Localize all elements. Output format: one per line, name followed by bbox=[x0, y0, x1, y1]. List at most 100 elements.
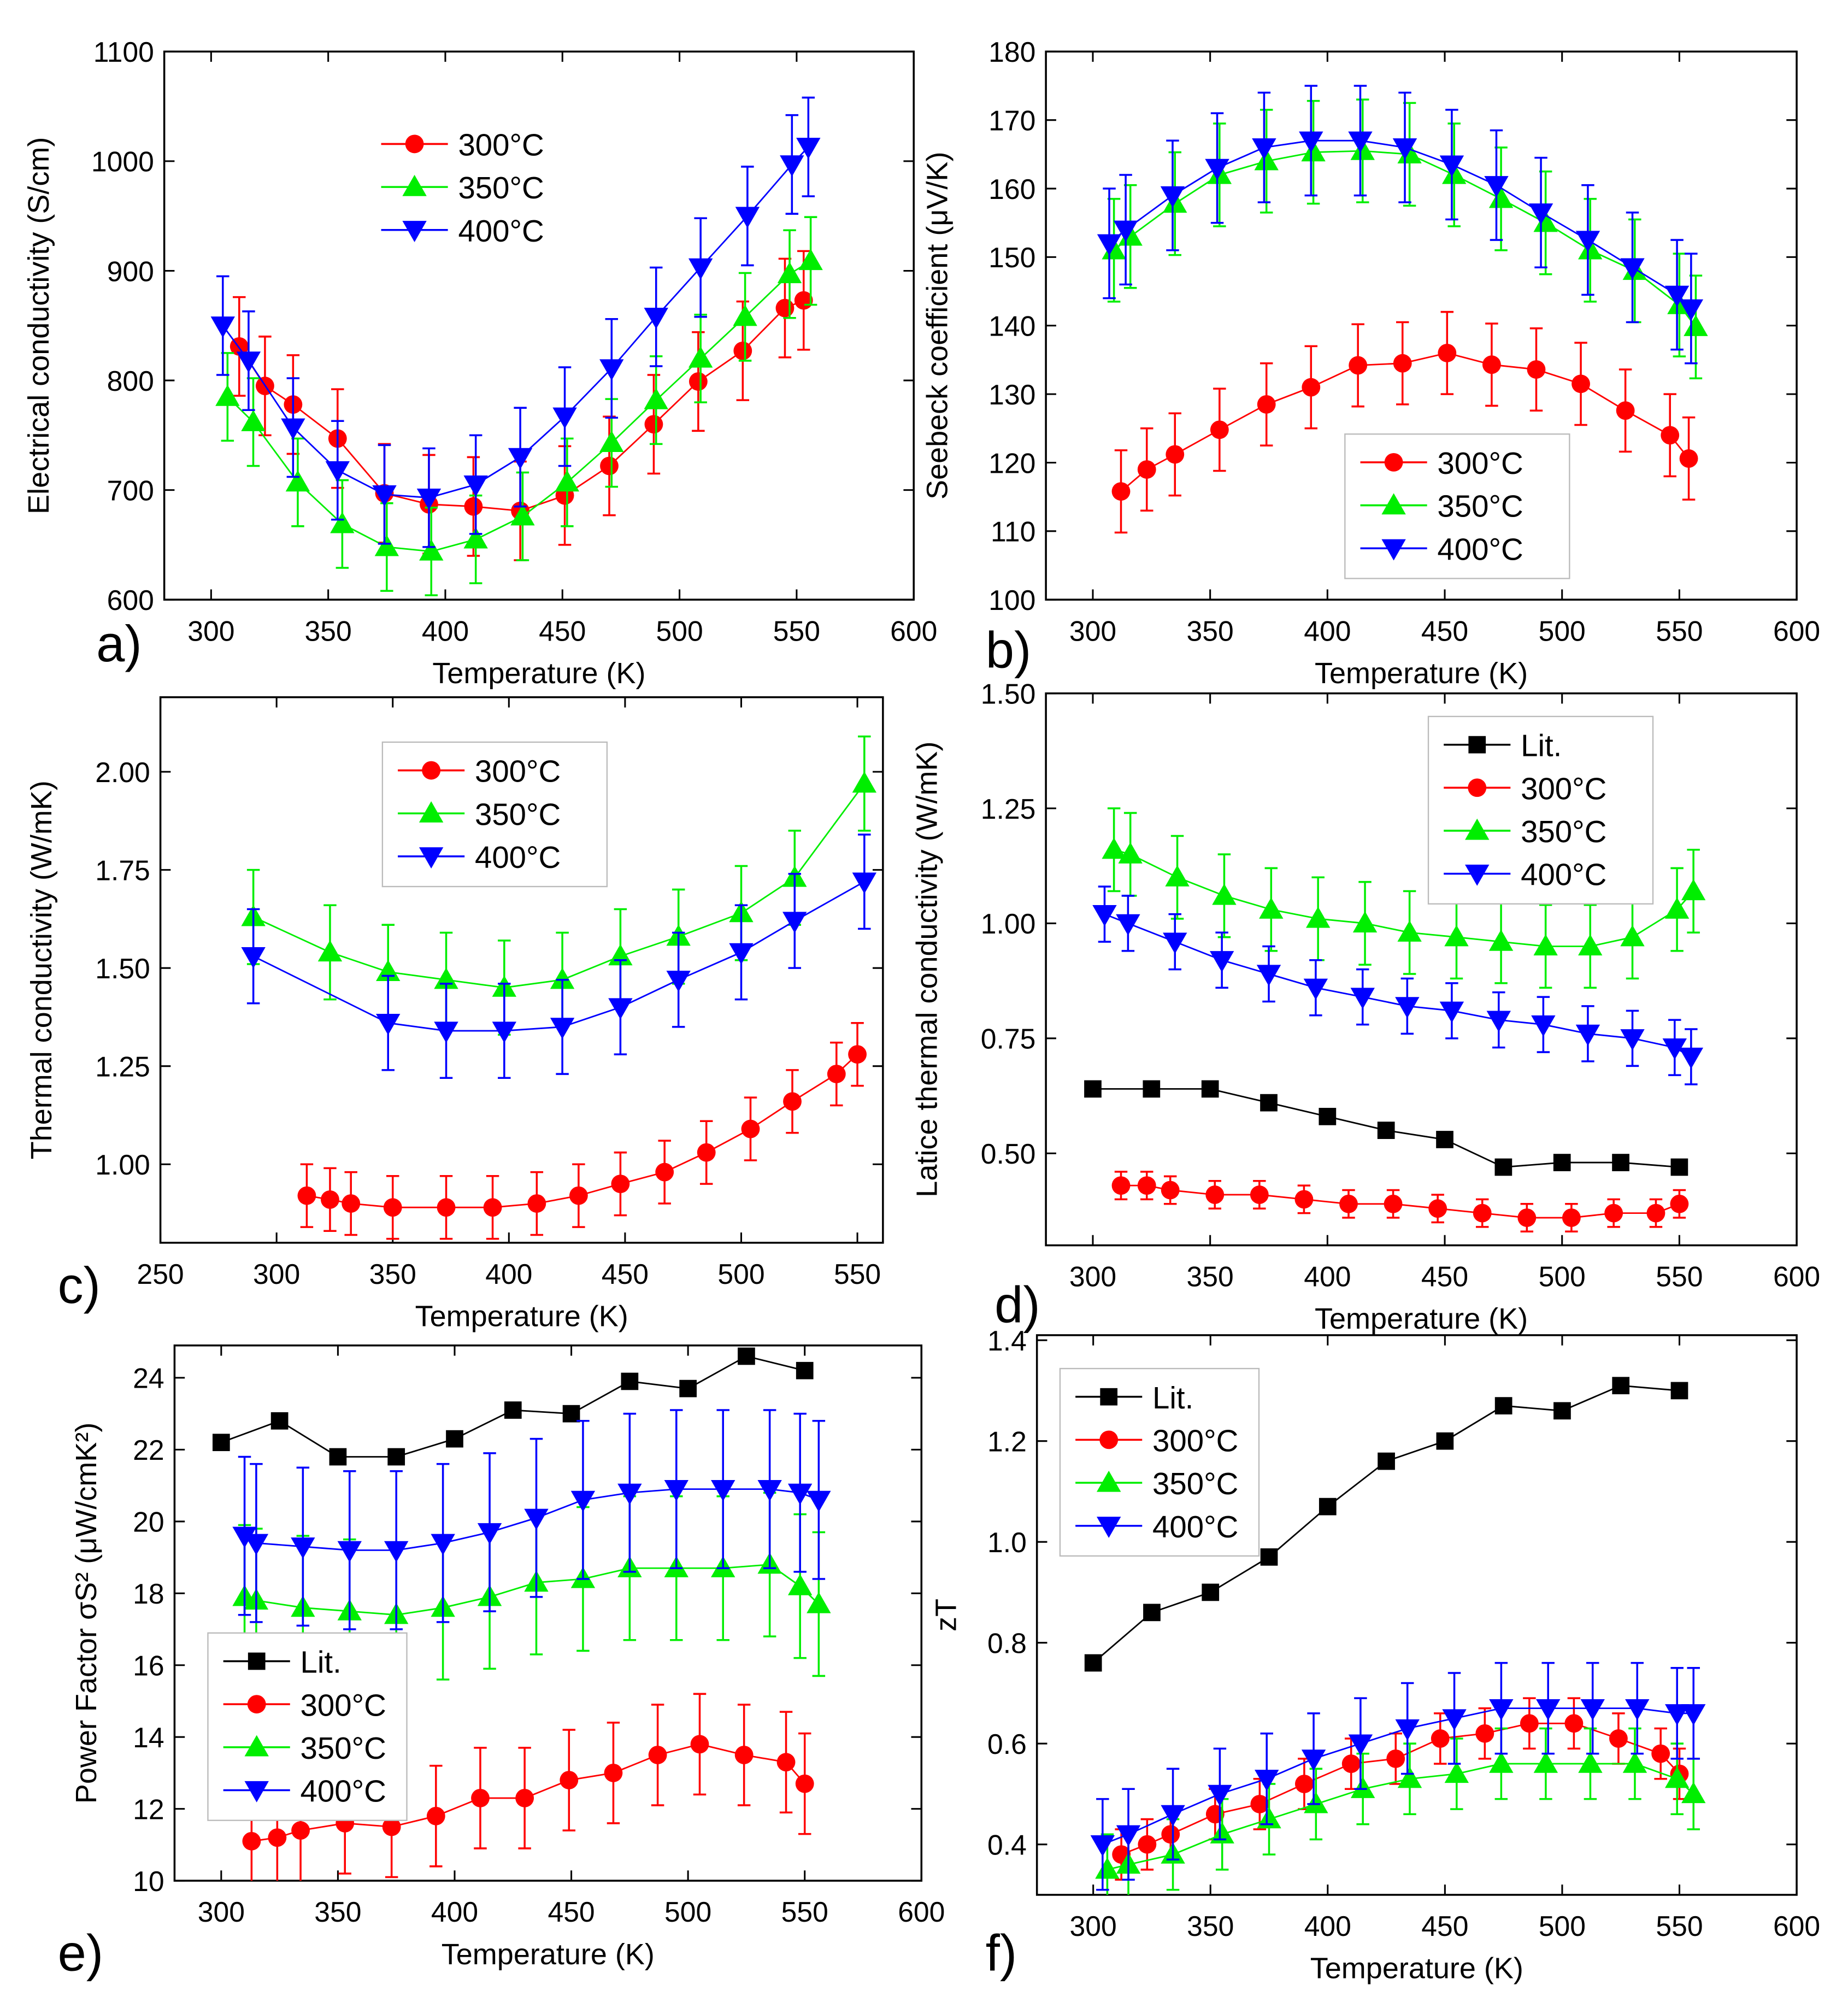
data-point bbox=[1620, 258, 1645, 280]
data-point bbox=[617, 1483, 642, 1505]
data-point bbox=[664, 1480, 688, 1501]
data-point bbox=[644, 387, 668, 409]
data-point bbox=[1137, 1176, 1156, 1195]
data-point bbox=[1348, 131, 1373, 153]
data-point bbox=[560, 1771, 579, 1789]
data-point bbox=[550, 967, 575, 989]
legend-label: 300°C bbox=[1521, 771, 1606, 806]
data-point bbox=[600, 456, 619, 475]
data-point bbox=[1679, 449, 1698, 468]
data-point bbox=[483, 1198, 502, 1217]
chart-panel-f: 300 350 400 450 500 550 600 0.4 0.6 0.8 1.0 1.2 1.4 T… bbox=[930, 1325, 1820, 1985]
x-tick-label: 450 bbox=[602, 1258, 649, 1290]
y-tick-label: 16 bbox=[133, 1650, 164, 1682]
data-point bbox=[297, 1186, 316, 1205]
y-tick-label: 0.8 bbox=[987, 1627, 1027, 1659]
y-tick-label: 120 bbox=[988, 447, 1035, 479]
data-point bbox=[244, 1534, 269, 1555]
data-point bbox=[329, 1448, 347, 1466]
data-point bbox=[212, 1434, 230, 1452]
data-point bbox=[1160, 186, 1185, 208]
x-tick-label: 550 bbox=[1656, 1910, 1703, 1942]
data-point bbox=[387, 1448, 405, 1466]
data-point bbox=[1681, 1704, 1706, 1726]
data-point bbox=[569, 1186, 588, 1205]
data-point bbox=[1143, 1080, 1161, 1098]
data-point bbox=[1257, 395, 1276, 414]
data-point bbox=[281, 418, 305, 440]
x-tick-label: 350 bbox=[369, 1258, 416, 1290]
x-tick-label: 500 bbox=[664, 1896, 711, 1928]
data-point bbox=[1301, 140, 1326, 162]
data-point bbox=[1622, 1751, 1647, 1773]
data-point bbox=[738, 1347, 755, 1365]
x-axis-label: Temperature (K) bbox=[432, 657, 645, 690]
data-point bbox=[1553, 1154, 1571, 1171]
data-point bbox=[777, 262, 802, 284]
data-point bbox=[741, 1119, 760, 1138]
data-point bbox=[1161, 1181, 1180, 1200]
series-400c bbox=[1092, 885, 1704, 1085]
data-point bbox=[570, 1490, 596, 1512]
data-point bbox=[1494, 1397, 1512, 1414]
legend: Lit. 300°C 350°C 400°C bbox=[1059, 1367, 1260, 1557]
data-point bbox=[1670, 1382, 1688, 1400]
data-point bbox=[1138, 1835, 1157, 1854]
data-point bbox=[679, 1379, 697, 1398]
x-tick-label: 300 bbox=[1069, 615, 1116, 647]
data-point bbox=[1294, 1775, 1314, 1793]
data-point bbox=[1254, 149, 1279, 171]
plot-frame bbox=[163, 50, 915, 601]
data-point bbox=[1161, 1805, 1185, 1827]
chart-panel-c: 250 300 350 400 450 500 550 1.00 1.25 1.50 1.75 2.0… bbox=[25, 696, 884, 1333]
x-tick-label: 450 bbox=[1421, 1261, 1468, 1293]
data-point bbox=[504, 1401, 522, 1419]
plot-frame bbox=[173, 1344, 923, 1882]
y-tick-label: 0.4 bbox=[987, 1829, 1027, 1860]
x-tick-label: 600 bbox=[890, 615, 937, 647]
x-axis-label: Temperature (K) bbox=[442, 1938, 655, 1971]
data-point bbox=[268, 1828, 287, 1847]
legend-label: 350°C bbox=[301, 1731, 386, 1765]
data-point bbox=[416, 489, 442, 510]
legend-marker bbox=[419, 847, 444, 869]
legend: 300°C 350°C 400°C bbox=[1344, 433, 1570, 579]
x-tick-label: 350 bbox=[1187, 1261, 1234, 1293]
data-point bbox=[434, 1021, 458, 1043]
data-point bbox=[1431, 1729, 1450, 1748]
data-point bbox=[1303, 978, 1328, 1000]
data-point bbox=[1442, 1709, 1467, 1731]
data-point bbox=[1646, 1203, 1665, 1223]
legend-marker bbox=[1381, 493, 1406, 515]
data-point bbox=[848, 1045, 867, 1064]
data-point bbox=[1397, 142, 1422, 164]
data-point bbox=[515, 1789, 534, 1807]
data-point bbox=[1575, 231, 1600, 253]
data-point bbox=[471, 1789, 490, 1807]
data-point bbox=[787, 1483, 813, 1505]
data-point bbox=[1684, 315, 1708, 336]
legend-label: 400°C bbox=[1521, 858, 1606, 892]
data-point bbox=[1578, 934, 1603, 956]
x-tick-label: 500 bbox=[656, 615, 703, 647]
legend-box bbox=[1427, 715, 1654, 905]
x-tick-label: 250 bbox=[137, 1258, 184, 1290]
data-point bbox=[1341, 1754, 1361, 1773]
data-point bbox=[1208, 1784, 1232, 1806]
series-line bbox=[1104, 913, 1692, 1058]
data-point bbox=[1616, 401, 1635, 420]
data-point bbox=[807, 1490, 831, 1512]
series-300c bbox=[1112, 1697, 1689, 1881]
data-point bbox=[599, 431, 624, 453]
data-point bbox=[1384, 1194, 1403, 1213]
series-350c bbox=[215, 216, 823, 596]
x-tick-label: 600 bbox=[1773, 1910, 1820, 1942]
x-tick-label: 400 bbox=[422, 615, 469, 647]
data-point bbox=[1531, 1015, 1556, 1037]
data-point bbox=[1625, 1699, 1650, 1721]
y-axis-label: Latice thermal conductivity (W/mK) bbox=[910, 741, 943, 1197]
data-point bbox=[463, 527, 488, 549]
y-tick-label: 1.0 bbox=[987, 1526, 1027, 1558]
series-lit bbox=[212, 1347, 814, 1466]
